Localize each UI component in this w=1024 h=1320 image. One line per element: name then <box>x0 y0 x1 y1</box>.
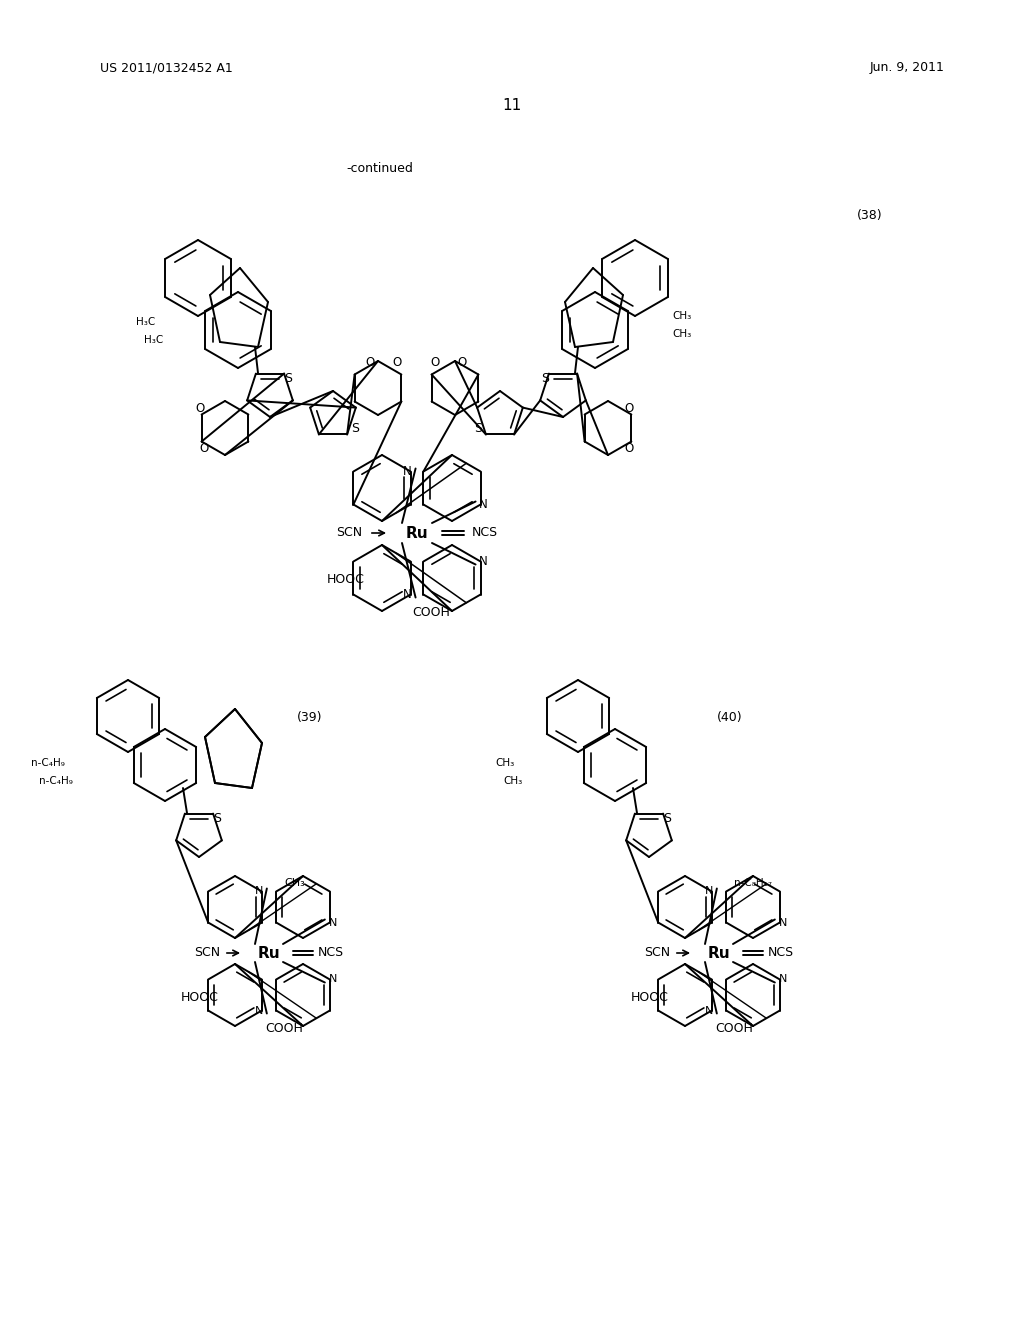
Text: O: O <box>458 355 467 368</box>
Text: SCN: SCN <box>644 946 670 960</box>
Text: S: S <box>213 813 221 825</box>
Text: US 2011/0132452 A1: US 2011/0132452 A1 <box>100 62 232 74</box>
Text: O: O <box>625 441 634 454</box>
Text: CH₃: CH₃ <box>496 758 515 768</box>
Text: N: N <box>255 887 263 896</box>
Text: CH₃: CH₃ <box>672 329 691 339</box>
Text: SCN: SCN <box>194 946 220 960</box>
Text: N: N <box>778 974 787 985</box>
Text: S: S <box>474 422 482 436</box>
Text: NCS: NCS <box>317 946 344 960</box>
Text: O: O <box>200 441 209 454</box>
Text: N: N <box>479 498 488 511</box>
Text: SCN: SCN <box>336 527 362 540</box>
Text: Ru: Ru <box>406 525 428 540</box>
Text: 11: 11 <box>503 98 521 112</box>
Text: N: N <box>329 974 337 985</box>
Text: CH₃: CH₃ <box>672 312 691 321</box>
Text: Ru: Ru <box>708 945 730 961</box>
Text: S: S <box>284 371 292 384</box>
Text: N: N <box>255 1006 263 1015</box>
Text: N: N <box>403 587 412 601</box>
Text: Ru: Ru <box>258 945 281 961</box>
Text: O: O <box>366 355 375 368</box>
Text: n-C₄H₉: n-C₄H₉ <box>31 758 65 768</box>
Text: S: S <box>663 813 671 825</box>
Text: S: S <box>351 422 359 436</box>
Text: (38): (38) <box>857 209 883 222</box>
Text: O: O <box>196 401 205 414</box>
Text: N: N <box>329 917 337 928</box>
Text: HOOC: HOOC <box>181 991 219 1005</box>
Text: COOH: COOH <box>265 1022 303 1035</box>
Text: NCS: NCS <box>768 946 794 960</box>
Text: N: N <box>705 887 713 896</box>
Text: O: O <box>625 401 634 414</box>
Text: CH₃: CH₃ <box>504 776 523 785</box>
Text: N: N <box>479 554 488 568</box>
Text: HOOC: HOOC <box>327 573 365 586</box>
Text: N: N <box>778 917 787 928</box>
Text: H₃C: H₃C <box>143 335 163 345</box>
Text: -continued: -continued <box>346 161 414 174</box>
Text: O: O <box>430 355 439 368</box>
Text: NCS: NCS <box>472 527 498 540</box>
Text: n-C₄H₉: n-C₄H₉ <box>39 776 73 785</box>
Text: (40): (40) <box>717 711 742 725</box>
Text: N: N <box>705 1006 713 1015</box>
Text: S: S <box>541 371 549 384</box>
Text: COOH: COOH <box>715 1022 753 1035</box>
Text: HOOC: HOOC <box>631 991 669 1005</box>
Text: H₃C: H₃C <box>136 317 155 327</box>
Text: (39): (39) <box>297 711 323 725</box>
Text: n-C₈H₁₇: n-C₈H₁₇ <box>734 879 772 888</box>
Text: CH₃: CH₃ <box>284 879 305 888</box>
Text: COOH: COOH <box>413 606 451 619</box>
Text: N: N <box>403 465 412 478</box>
Text: O: O <box>392 355 401 368</box>
Text: Jun. 9, 2011: Jun. 9, 2011 <box>870 62 945 74</box>
